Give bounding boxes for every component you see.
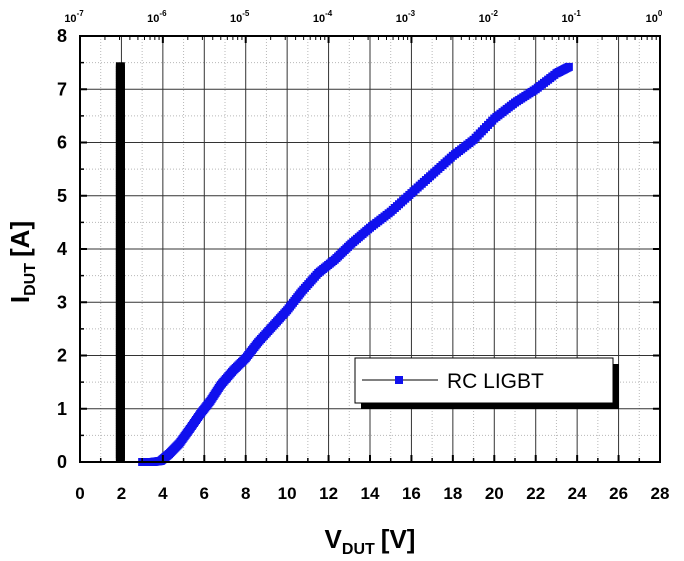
x-tick-label: 16 — [402, 484, 421, 503]
y-axis-label: IDUT [A] — [5, 221, 39, 303]
top-tick-label: 100 — [646, 9, 663, 25]
rc-ligbt-series — [138, 62, 573, 466]
x-tick-label: 2 — [117, 484, 126, 503]
x-tick-label: 6 — [200, 484, 209, 503]
y-axis-label-unit: [A] — [5, 221, 35, 257]
x-tick-label: 12 — [319, 484, 338, 503]
y-tick-label: 4 — [57, 239, 67, 259]
top-tick-label: 10-6 — [147, 9, 167, 25]
y-tick-label: 7 — [57, 79, 67, 99]
top-tick-label: 10-3 — [396, 9, 416, 25]
x-tick-labels: 0 2 4 6 8 10 12 14 16 18 20 22 24 26 28 — [75, 484, 669, 503]
x-tick-label: 20 — [485, 484, 504, 503]
x-tick-label: 14 — [361, 484, 380, 503]
black-series-point — [115, 62, 125, 69]
x-axis-label: VDUT [V] — [325, 524, 416, 558]
y-tick-label: 1 — [57, 399, 67, 419]
rc-ligbt-point — [564, 62, 573, 71]
x-tick-label: 0 — [75, 484, 84, 503]
legend-label: RC LIGBT — [447, 370, 544, 393]
y-tick-label: 6 — [57, 133, 67, 153]
legend-marker — [395, 376, 403, 384]
x-tick-label: 26 — [609, 484, 628, 503]
x-tick-label: 10 — [278, 484, 297, 503]
top-tick-label: 10-7 — [64, 9, 84, 25]
x-axis-label-unit: [V] — [381, 524, 416, 554]
x-axis-label-sub: DUT — [342, 541, 375, 558]
top-tick-label: 10-5 — [230, 9, 250, 25]
x-tick-label: 22 — [526, 484, 545, 503]
y-tick-label: 2 — [57, 346, 67, 366]
y-axis-label-sub: DUT — [22, 263, 39, 296]
y-tick-label: 8 — [57, 26, 67, 46]
axis-ticks — [79, 35, 661, 463]
y-tick-label: 5 — [57, 186, 67, 206]
x-tick-label: 8 — [241, 484, 250, 503]
y-tick-label: 3 — [57, 292, 67, 312]
top-log-tick-labels: 10-7 10-6 10-5 10-4 10-3 10-2 10-1 100 — [64, 9, 663, 25]
x-axis-label-main: V — [325, 524, 343, 554]
top-tick-label: 10-4 — [313, 9, 333, 25]
x-tick-label: 18 — [443, 484, 462, 503]
vertical-black-series — [115, 62, 125, 463]
top-tick-label: 10-2 — [479, 9, 499, 25]
top-tick-label: 10-1 — [561, 9, 581, 25]
x-tick-label: 24 — [568, 484, 587, 503]
legend: RC LIGBT — [354, 357, 619, 409]
y-tick-labels: 0 1 2 3 4 5 6 7 8 — [57, 26, 67, 472]
x-tick-label: 28 — [651, 484, 670, 503]
y-tick-label: 0 — [57, 452, 67, 472]
y-axis-label-main: I — [5, 296, 35, 303]
x-tick-label: 4 — [158, 484, 168, 503]
